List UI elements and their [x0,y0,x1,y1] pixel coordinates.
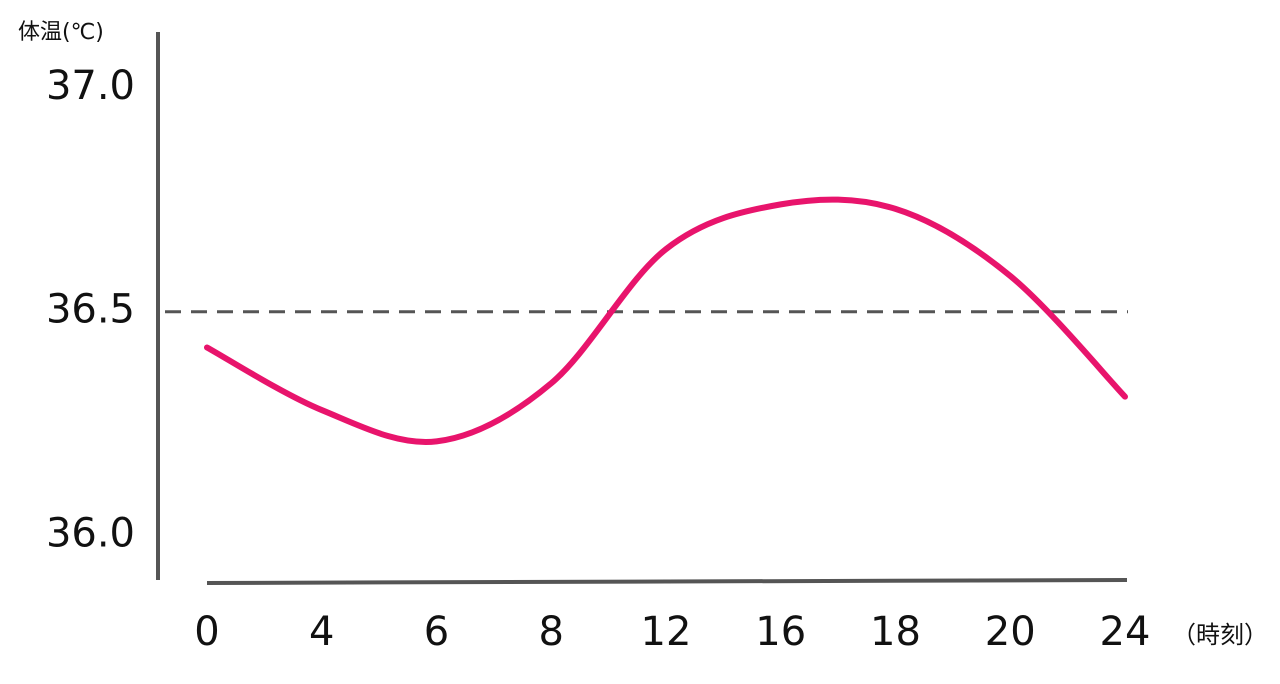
y-tick-label: 37.0 [46,63,135,109]
x-axis [206,578,1128,585]
x-tick-label: 20 [985,609,1036,655]
y-tick-label: 36.5 [46,287,135,333]
y-tick-label: 36.0 [46,510,135,556]
x-tick-label: 6 [424,609,449,655]
x-tick-label: 16 [755,609,806,655]
x-tick-label: 4 [309,609,334,655]
y-axis-label: 体温(℃) [18,20,104,45]
x-tick-label: 24 [1100,609,1151,655]
data-line [204,196,1128,446]
x-axis-label: （時刻） [1172,621,1268,649]
x-tick-label: 18 [870,609,921,655]
x-tick-label: 0 [194,609,219,655]
x-tick-label: 8 [539,609,564,655]
x-tick-label: 12 [641,609,692,655]
